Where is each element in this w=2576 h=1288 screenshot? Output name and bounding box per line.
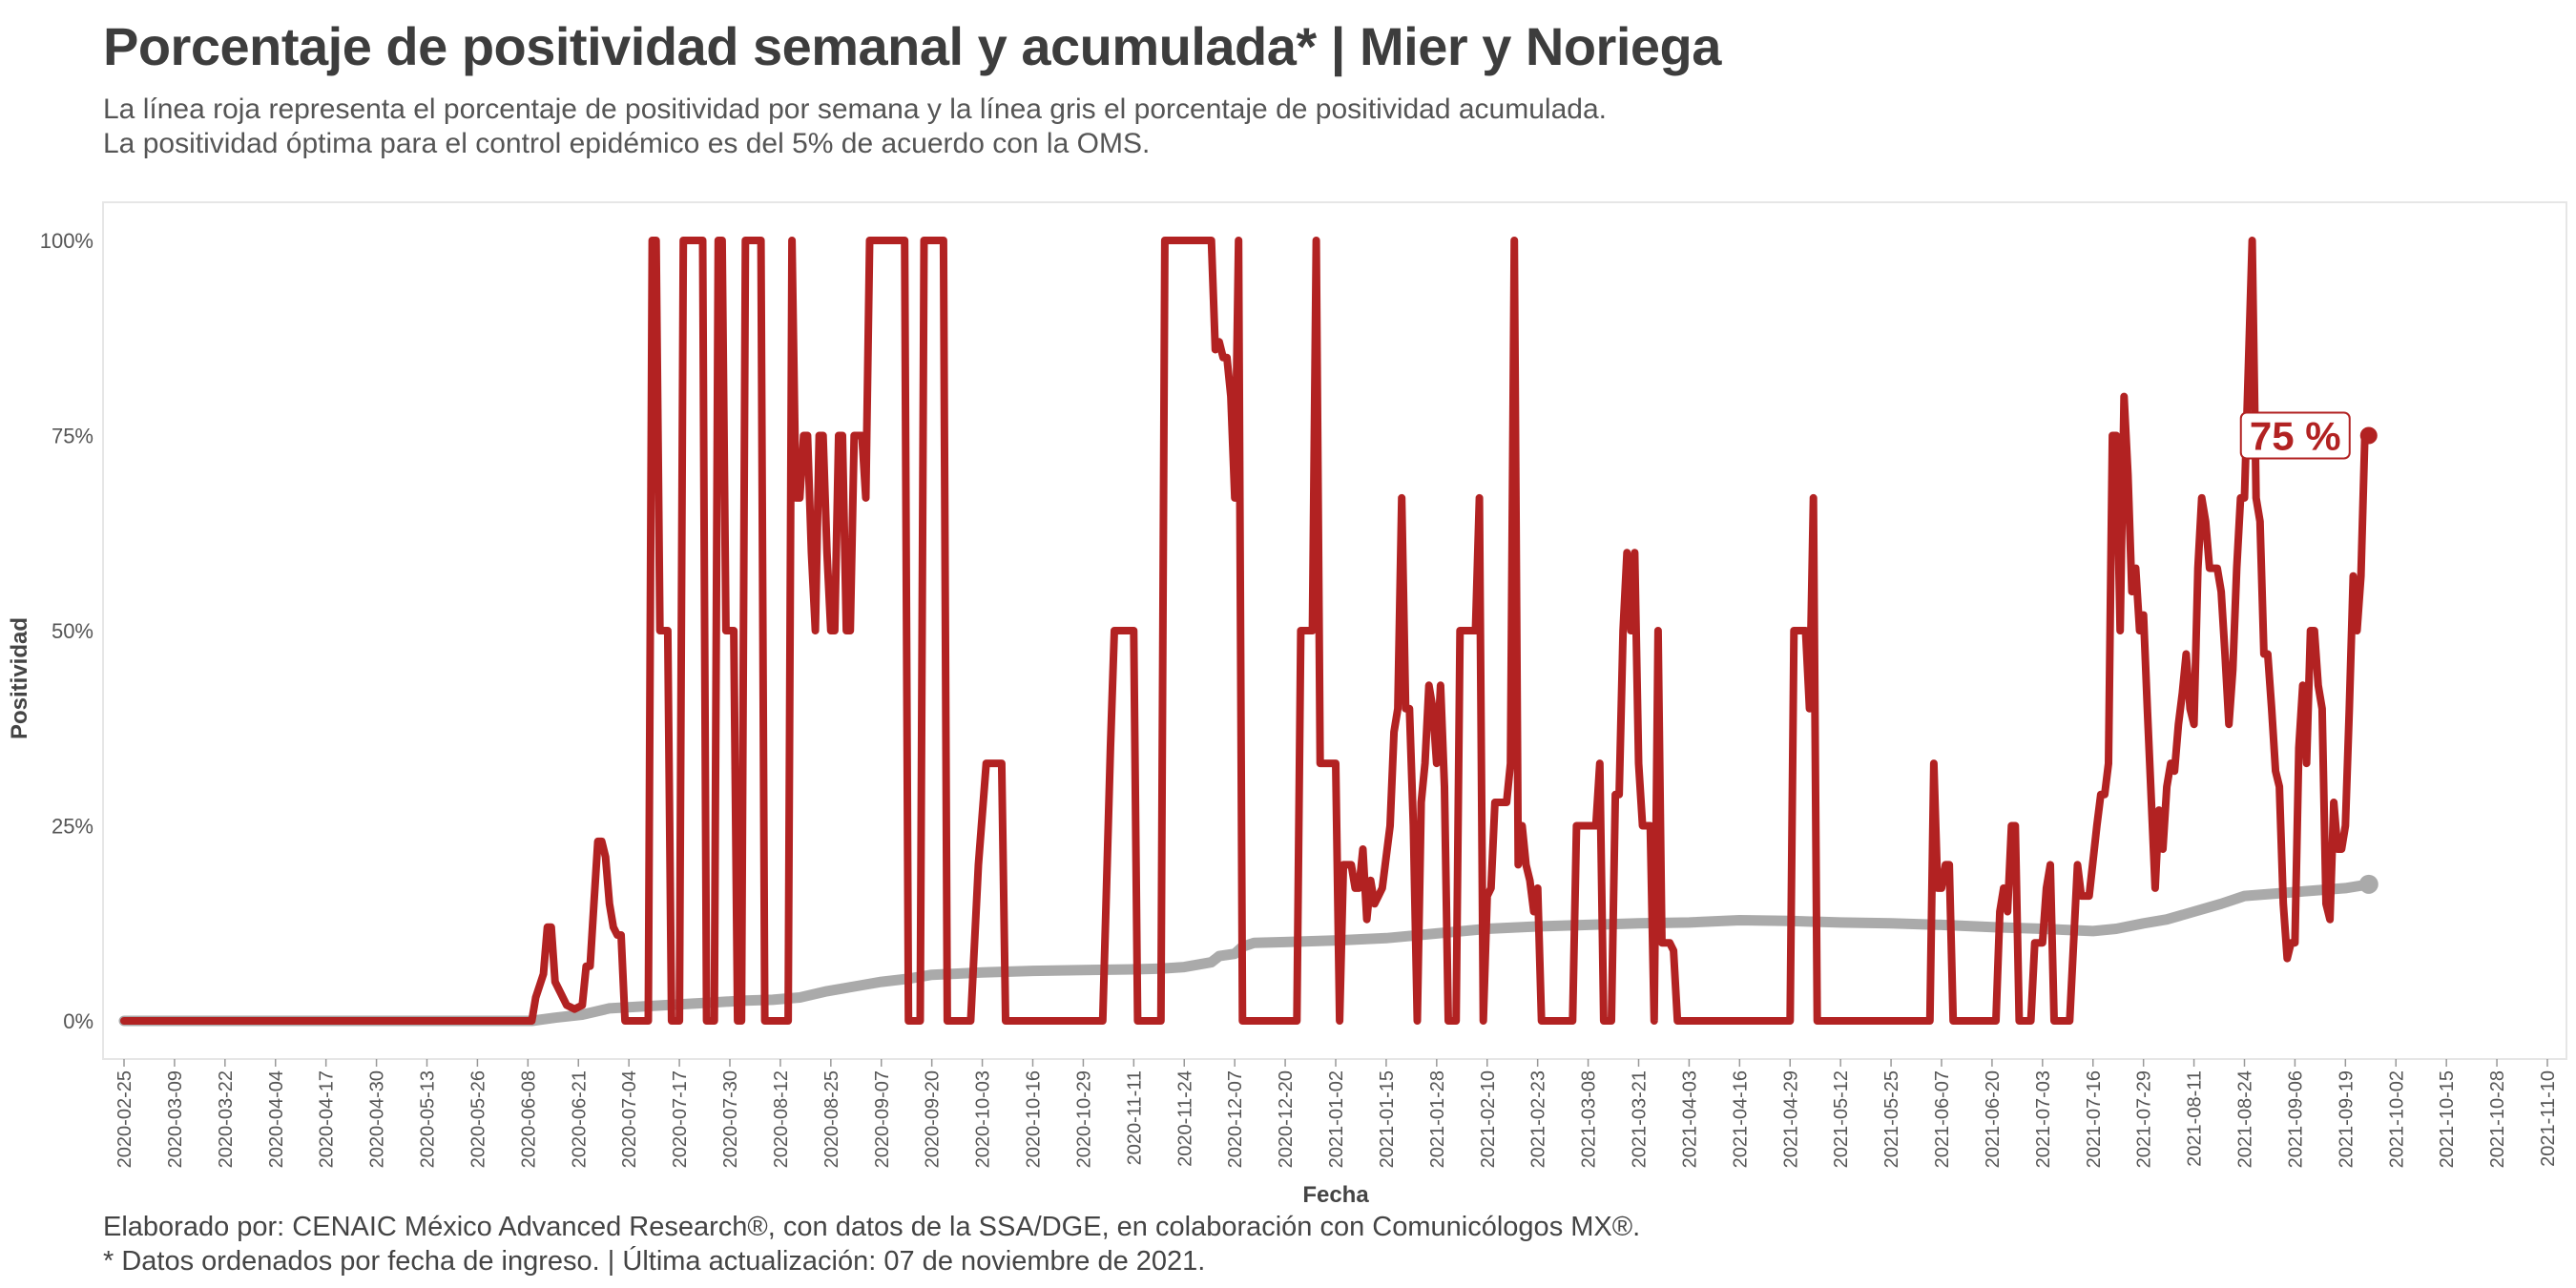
x-tick-label: 2020-11-11 <box>1124 1070 1145 1165</box>
x-tick-label: 2020-08-25 <box>821 1070 842 1168</box>
x-tick-label: 2020-06-21 <box>569 1070 590 1168</box>
x-tick-label: 2021-11-10 <box>2538 1070 2559 1167</box>
x-tick-label: 2021-07-03 <box>2033 1070 2054 1168</box>
x-tick-label: 2021-08-11 <box>2185 1070 2206 1167</box>
x-tick-label: 2020-04-30 <box>367 1070 388 1168</box>
x-tick-label: 2020-03-22 <box>216 1070 237 1168</box>
x-tick-label: 2021-09-19 <box>2336 1070 2357 1168</box>
x-axis-title: Fecha <box>1302 1182 1369 1208</box>
cumulative-end-point <box>2358 874 2379 894</box>
x-tick-label: 2020-06-08 <box>518 1070 539 1168</box>
x-tick-label: 2020-03-09 <box>165 1070 186 1168</box>
source-credit: Elaborado por: CENAIC México Advanced Re… <box>103 1212 1641 1242</box>
x-tick-label: 2020-09-07 <box>872 1070 893 1168</box>
x-tick-label: 2020-04-17 <box>317 1070 338 1168</box>
x-tick-label: 2021-10-28 <box>2487 1070 2508 1168</box>
x-tick-label: 2021-10-02 <box>2386 1070 2407 1168</box>
x-tick-label: 2021-09-06 <box>2285 1070 2306 1168</box>
x-tick-label: 2020-10-03 <box>973 1070 994 1168</box>
x-tick-label: 2020-07-30 <box>720 1070 741 1168</box>
x-tick-label: 2020-12-20 <box>1276 1070 1297 1168</box>
x-tick-label: 2020-02-25 <box>114 1070 135 1168</box>
x-tick-label: 2021-04-29 <box>1780 1070 1801 1168</box>
x-tick-label: 2020-10-29 <box>1073 1070 1094 1168</box>
x-tick-label: 2021-07-16 <box>2084 1070 2105 1168</box>
x-tick-label: 2020-11-24 <box>1174 1070 1195 1167</box>
x-tick-label: 2021-08-24 <box>2235 1070 2256 1168</box>
chart-subtitle-line-1: La línea roja representa el porcentaje d… <box>103 93 1607 125</box>
x-tick-label: 2021-10-15 <box>2437 1070 2458 1168</box>
x-tick-label: 2021-01-02 <box>1326 1070 1347 1168</box>
y-tick-label: 25% <box>52 815 93 839</box>
x-tick-label: 2021-01-28 <box>1427 1070 1448 1168</box>
x-tick-label: 2021-06-07 <box>1932 1070 1953 1168</box>
y-tick-label: 100% <box>40 229 93 253</box>
x-tick-label: 2020-05-26 <box>467 1070 488 1168</box>
weekly-positivity-line <box>120 237 2373 1025</box>
x-tick-label: 2020-10-16 <box>1024 1070 1045 1168</box>
x-tick-label: 2021-05-12 <box>1831 1070 1852 1168</box>
chart-subtitle-line-2: La positividad óptima para el control ep… <box>103 128 1151 159</box>
chart-title: Porcentaje de positividad semanal y acum… <box>103 16 1721 76</box>
y-axis-title: Positividad <box>7 617 32 739</box>
x-tick-label: 2021-05-25 <box>1881 1070 1902 1168</box>
x-tick-label: 2020-08-12 <box>771 1070 792 1168</box>
weekly-end-point <box>2359 426 2378 445</box>
x-tick-label: 2021-06-20 <box>1983 1070 2004 1168</box>
x-tick-label: 2020-09-20 <box>923 1070 944 1168</box>
update-note: * Datos ordenados por fecha de ingreso. … <box>103 1246 1206 1277</box>
x-tick-label: 2021-07-29 <box>2134 1070 2155 1168</box>
y-tick-label: 50% <box>52 619 93 643</box>
x-tick-label: 2021-03-08 <box>1579 1070 1600 1168</box>
x-tick-label: 2021-04-16 <box>1730 1070 1751 1168</box>
x-tick-label: 2020-07-04 <box>619 1070 640 1168</box>
x-tick-label: 2021-01-15 <box>1377 1070 1398 1168</box>
x-tick-label: 2021-02-10 <box>1478 1070 1499 1168</box>
y-tick-label: 0% <box>63 1009 93 1033</box>
x-tick-label: 2020-04-04 <box>266 1070 287 1168</box>
x-tick-label: 2021-02-23 <box>1528 1070 1549 1168</box>
y-tick-label: 75% <box>52 425 93 448</box>
end-value-label-box <box>2239 411 2351 460</box>
x-tick-label: 2021-04-03 <box>1679 1070 1700 1168</box>
end-value-label: 75 % <box>2250 414 2341 459</box>
x-tick-label: 2021-03-21 <box>1630 1070 1651 1168</box>
x-tick-label: 2020-07-17 <box>670 1070 691 1168</box>
plot-border <box>102 201 2567 1060</box>
x-tick-label: 2020-12-07 <box>1225 1070 1246 1168</box>
x-tick-label: 2020-05-13 <box>418 1070 439 1168</box>
